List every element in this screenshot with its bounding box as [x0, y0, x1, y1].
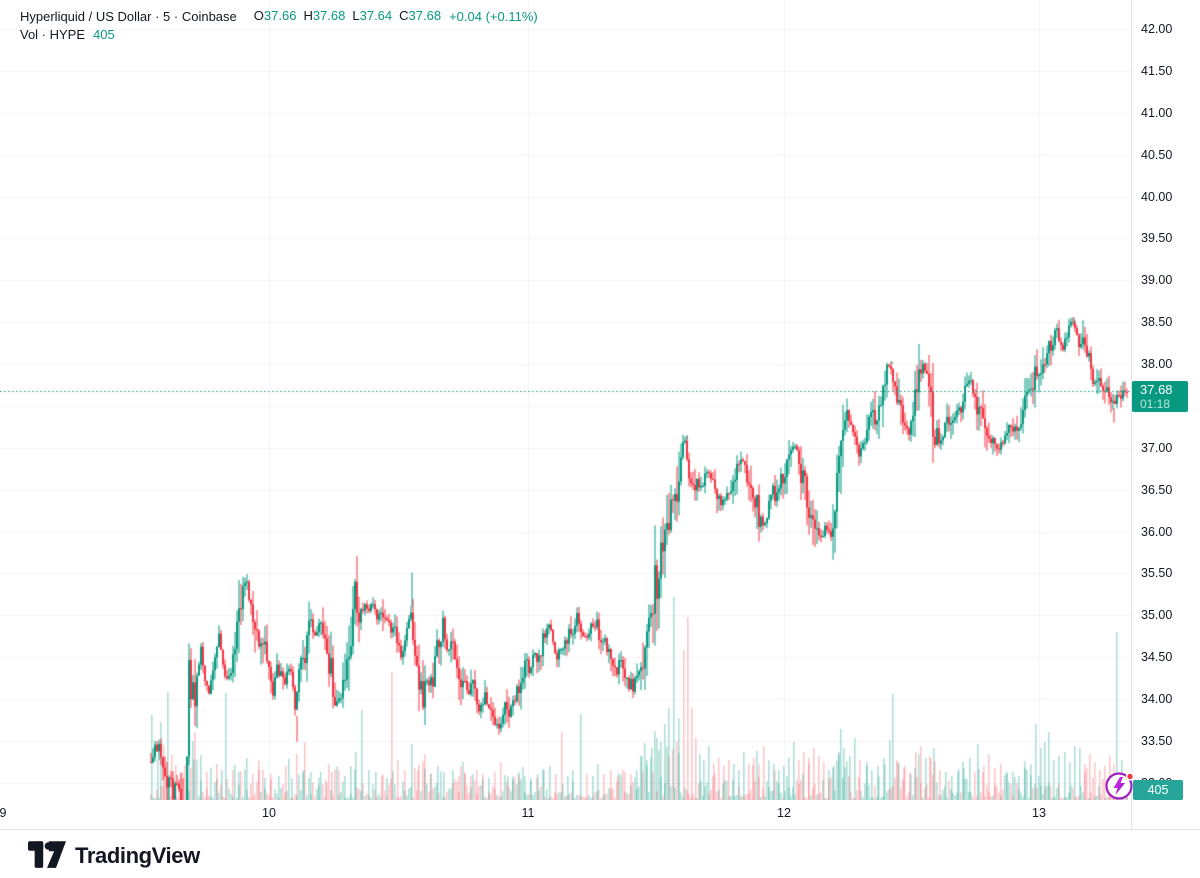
ohlc-value: 37.64: [359, 8, 393, 23]
ohlc-label: L: [352, 8, 360, 23]
time-axis[interactable]: 9 10 11 12 13: [0, 800, 1131, 829]
ohlc-label: O: [253, 8, 264, 23]
price-axis-label: 33.50: [1141, 734, 1173, 748]
price-axis-label: 38.00: [1141, 357, 1173, 372]
price-axis-label: 40.50: [1141, 147, 1173, 162]
price-axis-label: 34.00: [1141, 692, 1173, 707]
price-axis-label: 35.00: [1141, 608, 1173, 623]
tradingview-logo-text: TradingView: [75, 842, 200, 868]
volume-axis-badge: 405: [1133, 780, 1183, 800]
price-axis-label: 42.00: [1141, 22, 1173, 36]
legend-ohlc-row[interactable]: Hyperliquid / US Dollar · 5 · Coinbase O…: [20, 7, 538, 25]
price-chart-canvas[interactable]: [0, 0, 1131, 800]
volume-value: 405: [93, 26, 115, 42]
price-axis-label: 36.00: [1141, 524, 1173, 539]
price-axis-label: 36.50: [1141, 482, 1173, 497]
price-axis-label: 40.00: [1141, 189, 1173, 204]
last-price-badge: 37.68 01:18: [1132, 381, 1188, 412]
price-axis-label: 38.50: [1141, 315, 1173, 330]
legend-volume-row[interactable]: Vol · HYPE 405: [20, 25, 538, 43]
tradingview-logo[interactable]: TradingView: [28, 841, 200, 870]
time-axis-label: 9: [0, 806, 7, 820]
price-axis-label: 37.00: [1141, 440, 1173, 455]
price-axis[interactable]: 33.0033.5034.0034.5035.0035.5036.0036.50…: [1131, 0, 1200, 829]
bar-countdown: 01:18: [1140, 397, 1171, 411]
ohlc-label: H: [303, 8, 313, 23]
ohlc-value: 37.68: [408, 8, 442, 23]
time-axis-label: 12: [777, 806, 791, 820]
price-axis-label: 35.50: [1141, 566, 1173, 581]
price-axis-label: 39.50: [1141, 231, 1173, 246]
ohlc-value: 37.68: [312, 8, 346, 23]
time-axis-label: 13: [1032, 806, 1046, 820]
chart-widget: Hyperliquid / US Dollar · 5 · Coinbase O…: [0, 0, 1200, 830]
price-change: +0.04 (+0.11%): [449, 8, 538, 24]
price-axis-label: 34.50: [1141, 650, 1173, 665]
ohlc-label: C: [399, 8, 409, 23]
ohlc-value: 37.66: [263, 8, 297, 23]
price-axis-label: 41.00: [1141, 105, 1173, 120]
tradingview-logo-mark: [28, 841, 66, 868]
time-axis-label: 11: [521, 806, 535, 820]
last-price-value: 37.68: [1140, 382, 1173, 397]
ohlc-values: O37.66 H37.68 L37.64 C37.68: [247, 7, 441, 25]
footer: TradingView: [0, 830, 1200, 878]
price-axis-label: 41.50: [1141, 63, 1173, 78]
symbol-legend: Hyperliquid / US Dollar · 5 · Coinbase O…: [20, 7, 538, 43]
lightning-bolt-icon: [1113, 777, 1125, 795]
supercharts-assistant-icon[interactable]: [1104, 770, 1136, 802]
price-axis-label: 39.00: [1141, 273, 1173, 288]
volume-indicator-label: Vol · HYPE: [20, 26, 86, 42]
symbol-title[interactable]: Hyperliquid / US Dollar · 5 · Coinbase: [20, 8, 237, 24]
time-axis-label: 10: [262, 806, 276, 820]
alert-dot-icon: [1125, 772, 1135, 781]
